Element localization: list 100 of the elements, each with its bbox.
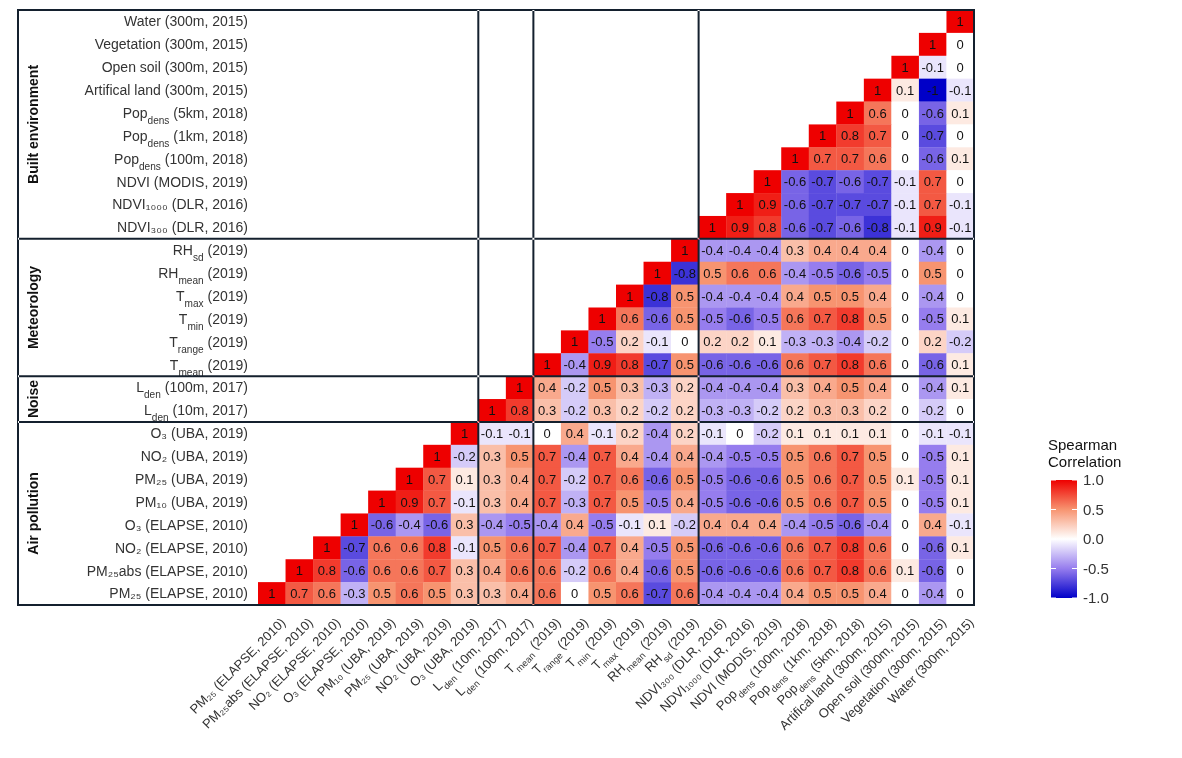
data-label: 1 (763, 174, 772, 190)
color-bar-label: 0.5 (1083, 500, 1104, 518)
data-label: -0.4 (783, 517, 807, 533)
data-label: -0.1 (893, 219, 917, 235)
data-label: 0.1 (896, 563, 915, 579)
y-tick-label: PM₂₅ (ELAPSE, 2010) (109, 585, 248, 602)
data-label: 0 (543, 425, 551, 441)
data-label: 0.5 (675, 357, 694, 373)
data-label: 0.5 (841, 586, 860, 602)
data-label: 0.1 (951, 105, 970, 121)
data-label: 0.7 (593, 471, 612, 487)
data-label: -0.5 (701, 311, 724, 327)
data-label: 0.6 (785, 311, 805, 327)
data-label: 0.6 (868, 105, 887, 121)
data-label: 0 (956, 59, 964, 75)
data-label: 1 (791, 151, 799, 167)
data-label: 0.2 (620, 425, 639, 441)
data-label: -0.5 (646, 494, 669, 510)
data-label: 0 (901, 540, 909, 556)
data-label: -0.4 (646, 425, 669, 441)
data-label: -0.2 (453, 448, 476, 464)
data-label: 0.1 (785, 425, 805, 441)
data-label: -0.6 (783, 219, 807, 235)
color-bar-label: 1.0 (1083, 471, 1104, 489)
data-label: 0.3 (841, 403, 860, 419)
data-label: 0.6 (510, 540, 529, 556)
y-tick-label: L$_{den}$ (100m, 2017) (136, 379, 248, 400)
data-label: -0.5 (921, 494, 944, 510)
data-label: 1 (901, 59, 909, 75)
data-label: -0.7 (811, 219, 834, 235)
data-label: 0.6 (400, 563, 419, 579)
text: Built environment (25, 64, 41, 184)
data-label: 0 (901, 586, 909, 602)
data-label: -0.5 (646, 540, 669, 556)
data-label: 0.2 (620, 403, 639, 419)
data-label: 0.7 (538, 448, 557, 464)
data-label: -0.2 (563, 563, 586, 579)
data-label: -0.1 (921, 425, 944, 441)
data-label: 0.7 (538, 471, 557, 487)
data-label: -0.6 (728, 563, 752, 579)
data-label: 0.3 (483, 448, 502, 464)
data-label: -0.6 (783, 197, 807, 213)
data-label: 0.7 (427, 494, 447, 510)
data-label: 0.9 (593, 357, 612, 373)
data-label: -0.1 (591, 425, 614, 441)
data-label: 0.3 (483, 586, 502, 602)
data-label: 0.9 (730, 219, 749, 235)
data-label: 0.7 (841, 151, 860, 167)
y-tick-label: RH$_{mean}$ (2019) (158, 265, 248, 286)
data-label: 0.6 (785, 540, 805, 556)
data-label: -0.6 (728, 357, 752, 373)
data-label: -0.2 (866, 334, 889, 350)
data-label: -0.4 (756, 380, 779, 396)
data-label: -0.6 (343, 563, 366, 579)
data-label: 0.5 (427, 586, 447, 602)
data-label: 0 (901, 242, 909, 258)
data-label: -0.6 (756, 494, 779, 510)
data-label: 0 (901, 128, 909, 144)
data-label: -0.5 (921, 471, 944, 487)
data-label: 0.5 (675, 563, 694, 579)
data-label: -0.2 (563, 380, 586, 396)
data-label: 0.7 (427, 563, 447, 579)
data-label: 0.5 (675, 288, 694, 304)
data-label: 0.6 (593, 563, 612, 579)
data-label: 0.7 (538, 540, 557, 556)
data-label: -0.4 (921, 242, 944, 258)
data-label: -0.4 (563, 357, 586, 373)
data-label: -0.7 (838, 197, 862, 213)
data-label: 0.7 (868, 128, 887, 144)
data-label: 0.4 (510, 586, 529, 602)
y-tick-label: NDVI₁₀₀₀ (DLR, 2016) (112, 196, 248, 213)
data-label: -0.8 (866, 219, 889, 235)
data-label: 0.5 (703, 265, 722, 281)
data-label: -0.6 (921, 563, 944, 579)
data-label: 0.3 (483, 471, 502, 487)
data-label: -0.1 (893, 197, 917, 213)
data-label: 0.5 (483, 540, 502, 556)
data-label: 0.6 (675, 586, 694, 602)
y-tick-label: Water (300m, 2015) (124, 13, 248, 30)
data-label: 0 (901, 517, 909, 533)
data-label: 0.9 (400, 494, 419, 510)
data-label: -0.4 (535, 517, 559, 533)
data-label: -0.6 (728, 494, 752, 510)
data-label: 0.4 (868, 586, 887, 602)
data-label: 0.6 (868, 540, 887, 556)
data-label: 0.4 (483, 563, 502, 579)
data-label: -0.1 (949, 425, 972, 441)
data-label: 0.6 (620, 311, 639, 327)
data-label: -0.6 (728, 471, 752, 487)
data-label: -0.5 (591, 517, 614, 533)
data-label: 0.7 (923, 174, 942, 190)
y-tick-label: O₃ (ELAPSE, 2010) (124, 516, 248, 533)
data-label: -0.6 (756, 563, 779, 579)
data-label: -0.1 (618, 517, 641, 533)
data-label: 0.1 (758, 334, 777, 350)
data-label: 0.3 (785, 380, 805, 396)
data-label: 0.3 (538, 403, 557, 419)
data-label: 0.2 (703, 334, 722, 350)
data-label: -0.1 (453, 540, 476, 556)
data-label: -0.4 (838, 334, 862, 350)
